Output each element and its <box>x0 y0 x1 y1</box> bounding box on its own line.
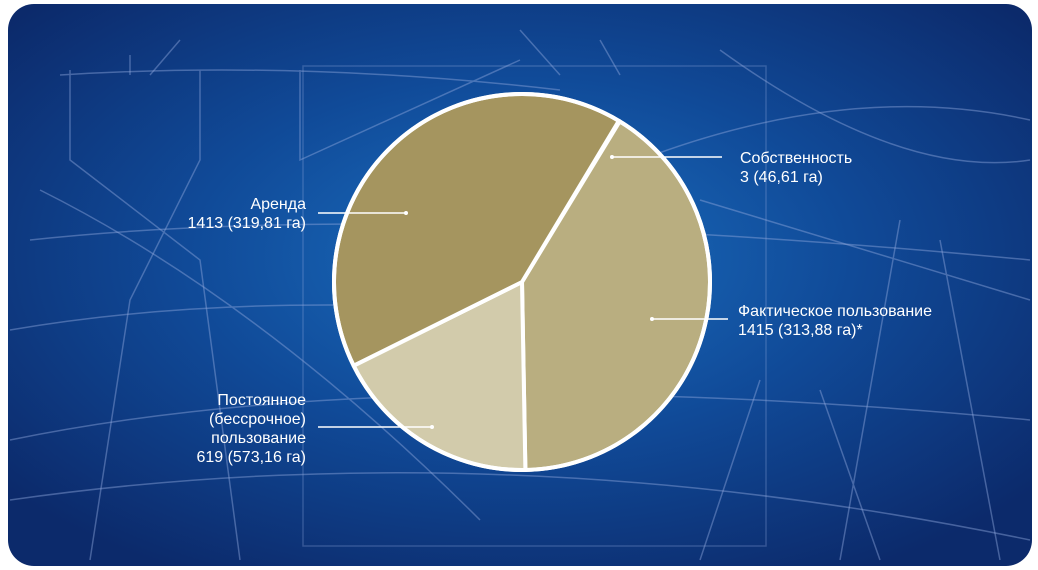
slice-label: Аренда 1413 (319,81 га) <box>188 195 306 233</box>
category-label: Аренда <box>250 196 306 213</box>
category-label: Собственность <box>740 150 853 167</box>
value-label: 1415 (313,88 га)* <box>738 322 863 339</box>
category-label: Постоянное (бессрочное) пользование <box>209 392 306 447</box>
slice-label: Фактическое пользование 1415 (313,88 га)* <box>738 302 932 340</box>
value-label: 1413 (319,81 га) <box>187 215 306 232</box>
leader-dot <box>404 211 408 215</box>
value-label: 3 (46,61 га) <box>740 169 823 186</box>
leader-dot <box>610 155 614 159</box>
slice-label: Постоянное (бессрочное) пользование 619 (… <box>166 391 306 467</box>
leader-dot <box>650 317 654 321</box>
slice-label: Собственность 3 (46,61 га) <box>740 149 852 187</box>
category-label: Фактическое пользование <box>738 303 932 320</box>
value-label: 619 (573,16 га) <box>196 449 306 466</box>
decoration <box>9 29 1031 561</box>
leader-dot <box>430 425 434 429</box>
pie-outline <box>332 92 712 472</box>
